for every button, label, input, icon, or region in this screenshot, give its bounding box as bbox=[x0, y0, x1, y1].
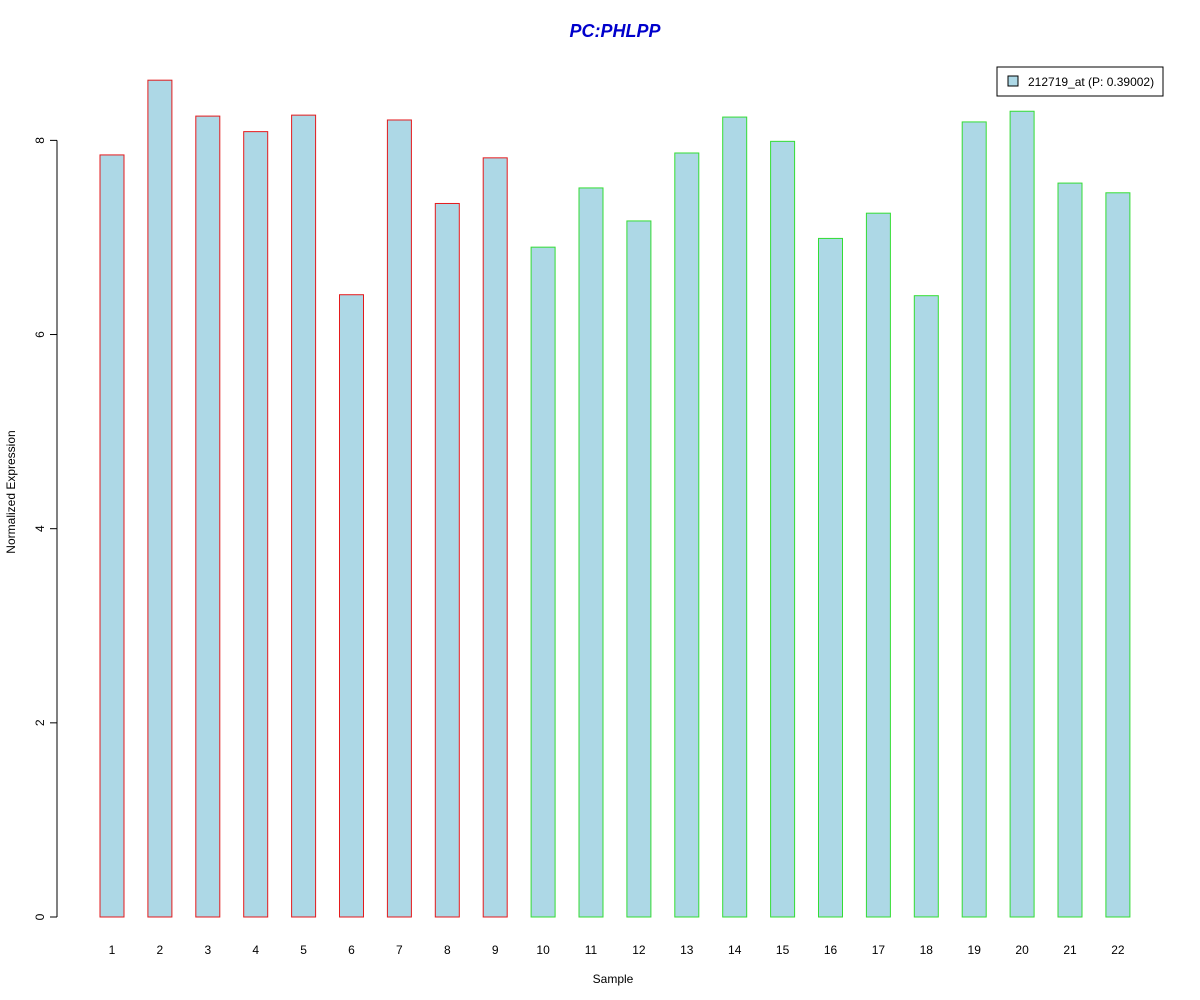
x-tick-label: 4 bbox=[252, 943, 259, 957]
bar-sample-7 bbox=[387, 120, 411, 917]
x-tick-label: 1 bbox=[109, 943, 116, 957]
bar-sample-21 bbox=[1058, 183, 1082, 917]
x-tick-label: 15 bbox=[776, 943, 790, 957]
y-axis: 0 2 4 6 8 bbox=[33, 137, 57, 921]
x-tick-label: 2 bbox=[157, 943, 164, 957]
bar-sample-9 bbox=[483, 158, 507, 917]
bar-sample-12 bbox=[627, 221, 651, 917]
bar-sample-18 bbox=[914, 296, 938, 917]
legend-label: 212719_at (P: 0.39002) bbox=[1028, 75, 1154, 89]
bar-sample-6 bbox=[340, 295, 364, 917]
x-axis: 1 2 3 4 5 6 7 8 9 10 11 12 13 14 15 16 17 18 19 20 21 22 bbox=[109, 943, 1125, 957]
bar-sample-14 bbox=[723, 117, 747, 917]
x-tick-label: 19 bbox=[968, 943, 982, 957]
x-tick-label: 16 bbox=[824, 943, 838, 957]
x-tick-label: 11 bbox=[585, 943, 598, 957]
x-tick-label: 8 bbox=[444, 943, 451, 957]
x-tick-label: 7 bbox=[396, 943, 403, 957]
bar-sample-1 bbox=[100, 155, 124, 917]
y-tick-label: 0 bbox=[33, 913, 47, 920]
legend-swatch bbox=[1008, 76, 1018, 86]
bar-sample-4 bbox=[244, 132, 268, 917]
x-tick-label: 22 bbox=[1111, 943, 1125, 957]
x-tick-label: 14 bbox=[728, 943, 742, 957]
bar-sample-2 bbox=[148, 80, 172, 917]
x-tick-label: 21 bbox=[1063, 943, 1077, 957]
x-tick-label: 20 bbox=[1015, 943, 1029, 957]
bar-sample-16 bbox=[819, 238, 843, 917]
x-tick-label: 5 bbox=[300, 943, 307, 957]
x-tick-label: 12 bbox=[632, 943, 646, 957]
x-tick-label: 17 bbox=[872, 943, 886, 957]
bar-sample-10 bbox=[531, 247, 555, 917]
bar-sample-20 bbox=[1010, 111, 1034, 917]
x-tick-label: 13 bbox=[680, 943, 694, 957]
x-tick-label: 9 bbox=[492, 943, 499, 957]
y-axis-label: Normalized Expression bbox=[4, 430, 18, 553]
bars bbox=[100, 80, 1130, 917]
bar-sample-11 bbox=[579, 188, 603, 917]
chart-title: PC:PHLPP bbox=[569, 21, 661, 41]
bar-sample-8 bbox=[435, 203, 459, 917]
legend: 212719_at (P: 0.39002) bbox=[997, 67, 1163, 96]
bar-sample-3 bbox=[196, 116, 220, 917]
y-tick-label: 2 bbox=[33, 719, 47, 726]
bar-sample-15 bbox=[771, 141, 795, 917]
x-tick-label: 18 bbox=[920, 943, 934, 957]
y-tick-label: 8 bbox=[33, 137, 47, 144]
bar-sample-5 bbox=[292, 115, 316, 917]
bar-sample-13 bbox=[675, 153, 699, 917]
x-tick-label: 10 bbox=[536, 943, 550, 957]
bar-sample-22 bbox=[1106, 193, 1130, 917]
x-tick-label: 3 bbox=[204, 943, 211, 957]
x-axis-label: Sample bbox=[593, 972, 634, 986]
x-tick-label: 6 bbox=[348, 943, 355, 957]
y-tick-label: 4 bbox=[33, 525, 47, 532]
y-tick-label: 6 bbox=[33, 331, 47, 338]
bar-sample-17 bbox=[866, 213, 890, 917]
bar-sample-19 bbox=[962, 122, 986, 917]
